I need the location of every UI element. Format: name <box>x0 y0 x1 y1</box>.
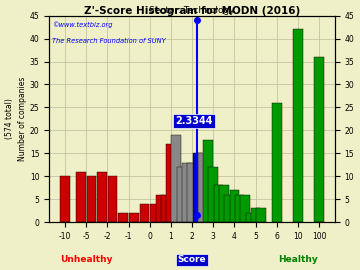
Bar <box>208 167 218 222</box>
Bar <box>150 204 160 222</box>
Bar <box>272 103 282 222</box>
Bar <box>203 140 213 222</box>
Text: Sector: Technology: Sector: Technology <box>149 6 235 15</box>
Bar <box>187 163 197 222</box>
Bar <box>140 204 149 222</box>
Bar <box>118 213 128 222</box>
Bar <box>60 176 70 222</box>
Bar <box>177 167 186 222</box>
Bar <box>76 172 86 222</box>
Bar <box>198 153 207 222</box>
Bar <box>314 57 324 222</box>
Bar <box>293 29 303 222</box>
Bar <box>240 195 250 222</box>
Y-axis label: Number of companies: Number of companies <box>18 77 27 161</box>
Bar <box>87 176 96 222</box>
Bar <box>193 153 202 222</box>
Bar <box>256 208 266 222</box>
Bar <box>108 176 117 222</box>
Bar <box>251 208 260 222</box>
Bar <box>246 213 255 222</box>
Text: Score: Score <box>178 255 206 264</box>
Text: Healthy: Healthy <box>278 255 318 264</box>
Bar <box>171 135 181 222</box>
Bar <box>129 213 139 222</box>
Bar <box>156 195 165 222</box>
Bar <box>182 163 192 222</box>
Bar <box>224 195 234 222</box>
Text: ©www.textbiz.org: ©www.textbiz.org <box>52 22 112 28</box>
Bar <box>161 195 170 222</box>
Text: (574 total): (574 total) <box>5 99 14 139</box>
Bar <box>166 144 176 222</box>
Bar <box>219 185 229 222</box>
Title: Z'-Score Histogram for MODN (2016): Z'-Score Histogram for MODN (2016) <box>84 6 300 16</box>
Bar <box>97 172 107 222</box>
Text: 2.3344: 2.3344 <box>175 116 213 126</box>
Text: The Research Foundation of SUNY: The Research Foundation of SUNY <box>52 38 166 44</box>
Bar <box>235 195 244 222</box>
Bar <box>230 190 239 222</box>
Bar <box>214 185 223 222</box>
Text: Unhealthy: Unhealthy <box>60 255 113 264</box>
